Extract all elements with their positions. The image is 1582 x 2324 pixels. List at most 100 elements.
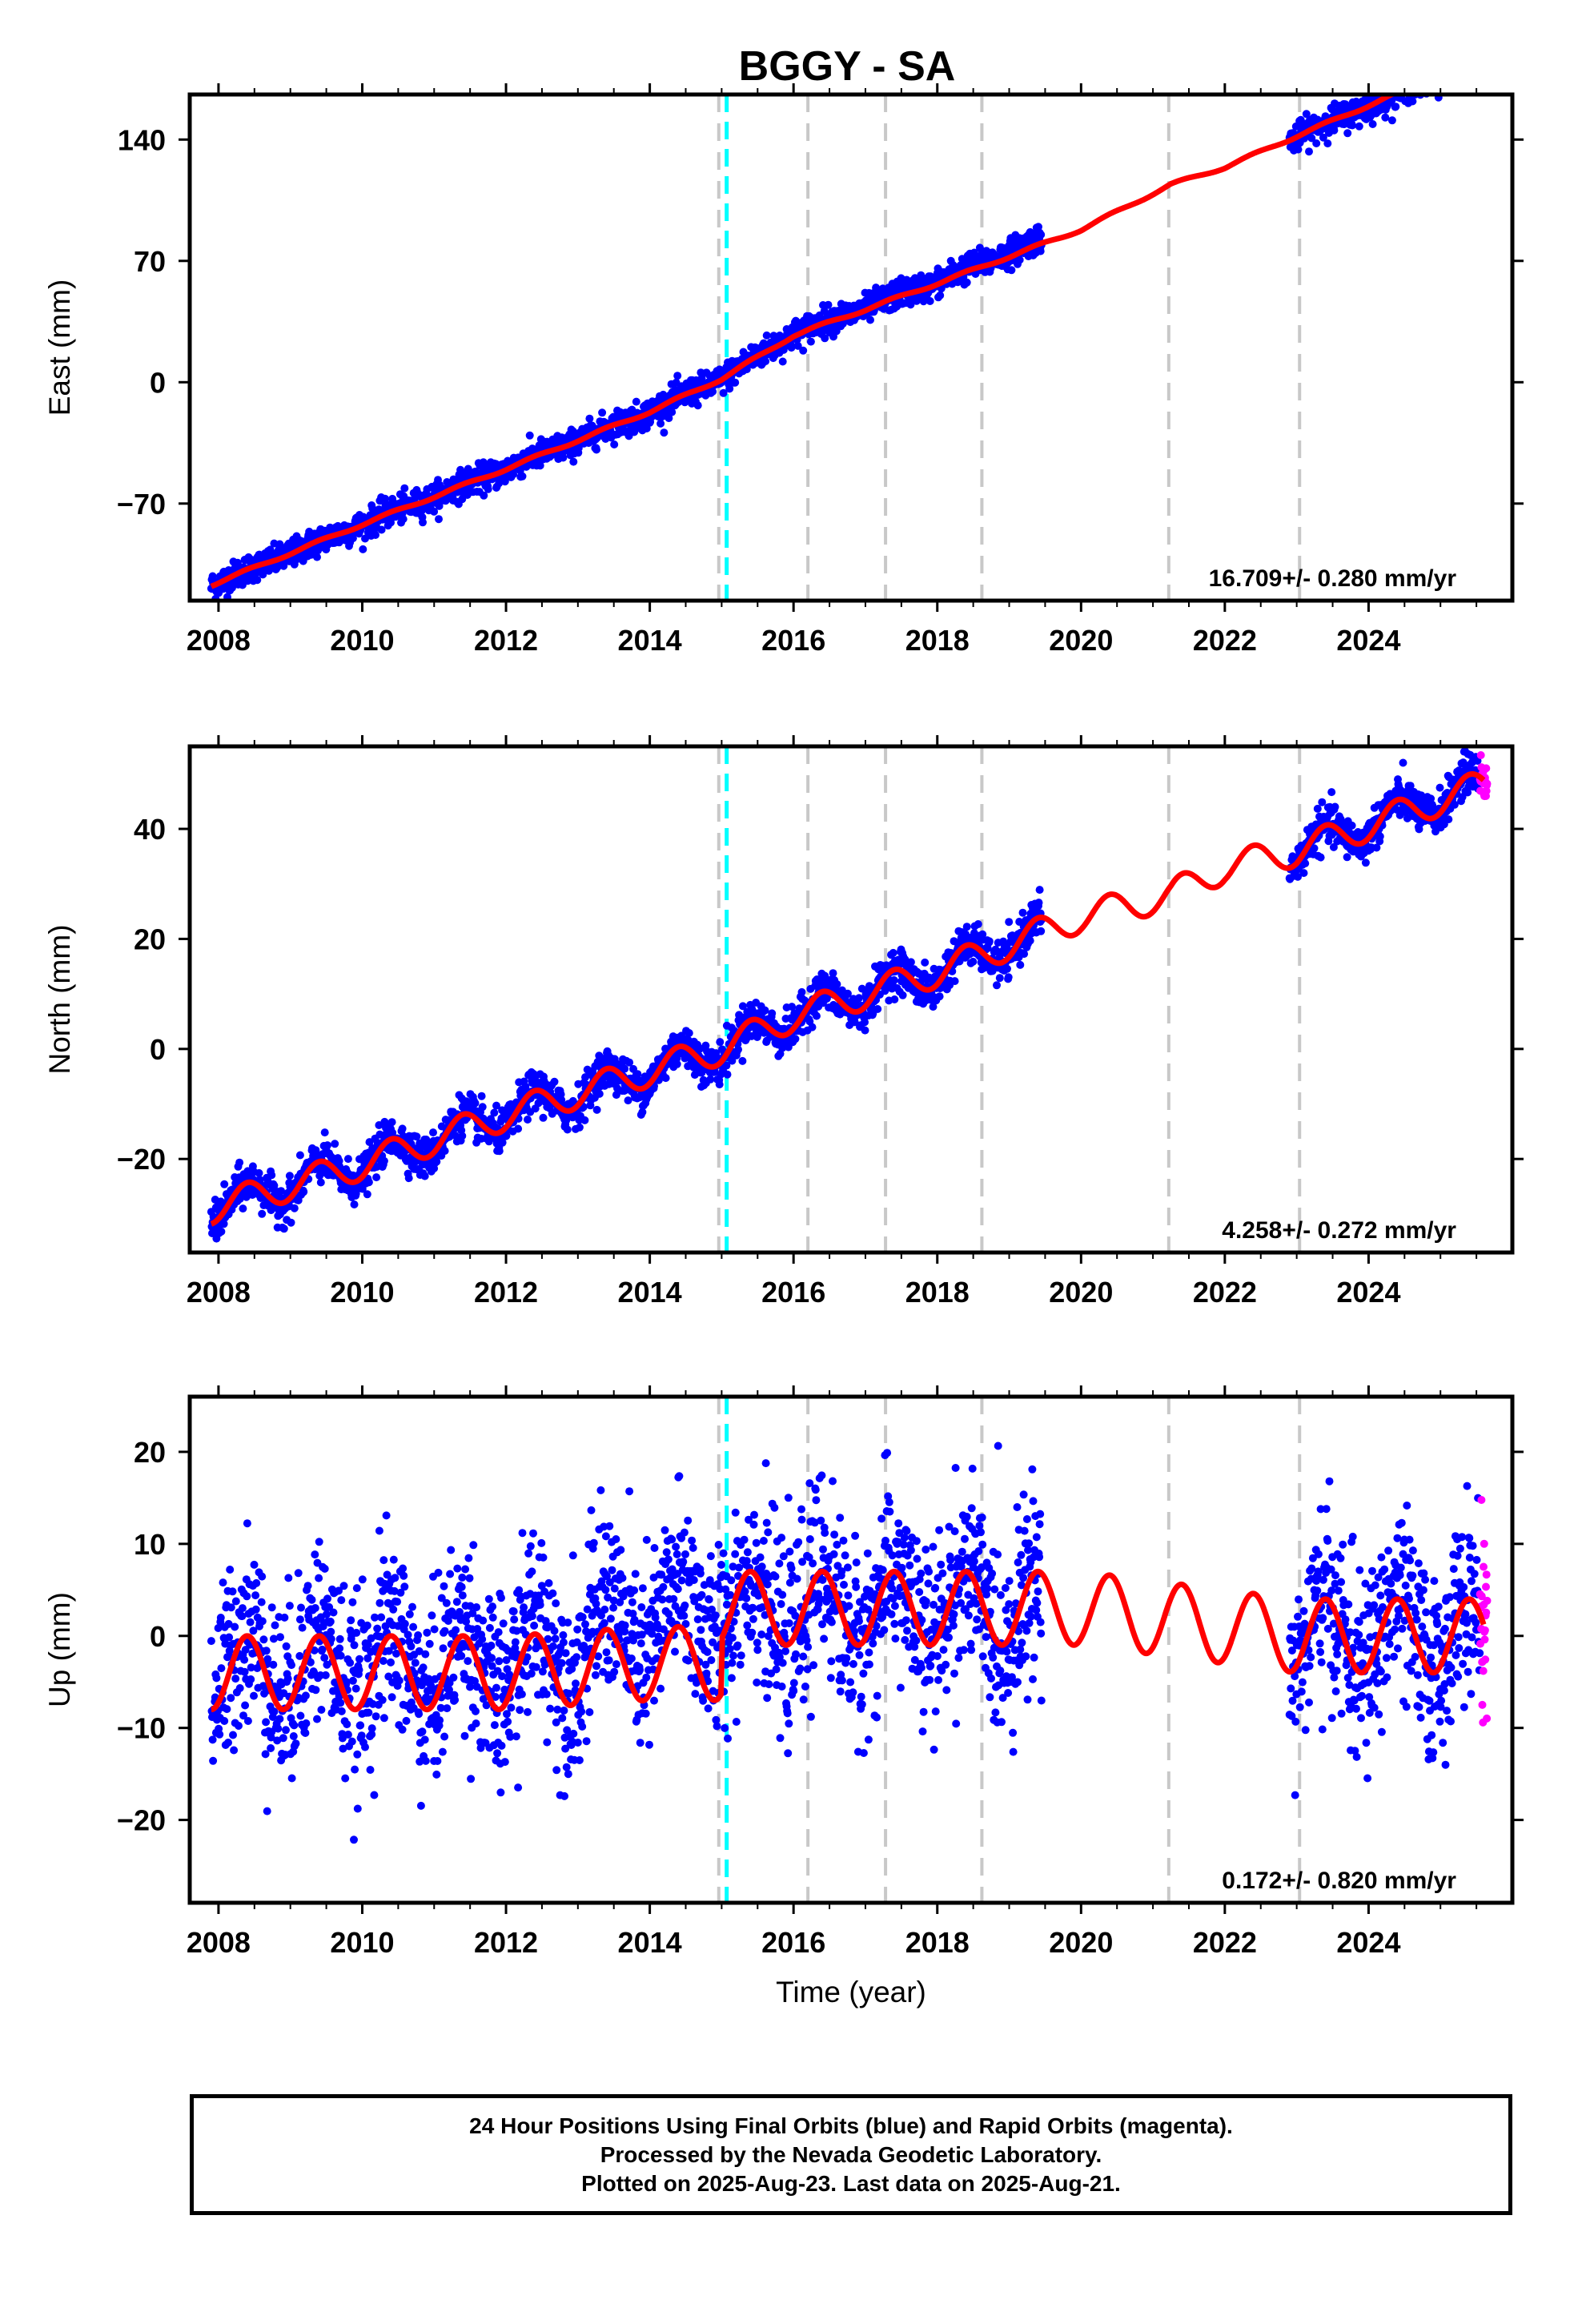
east-data-point xyxy=(559,453,568,462)
east-data-point xyxy=(1392,80,1400,88)
north-data-point xyxy=(352,1186,361,1195)
east-y-tick-label: 70 xyxy=(134,245,166,278)
east-data-point xyxy=(1432,72,1440,80)
east-rapid-point xyxy=(1480,58,1488,66)
north-data-point xyxy=(458,1132,467,1140)
east-data-point xyxy=(253,576,262,585)
north-data-point xyxy=(985,937,994,946)
east-data-point xyxy=(1446,74,1454,82)
north-data-point xyxy=(343,1155,352,1164)
north-data-point xyxy=(592,1105,601,1114)
north-data-point xyxy=(995,974,1004,983)
east-data-point xyxy=(1423,80,1431,88)
east-data-point xyxy=(1427,78,1435,86)
east-data-point xyxy=(1451,64,1459,72)
north-data-point xyxy=(855,994,863,1003)
east-data-point xyxy=(1431,84,1439,92)
east-data-point xyxy=(569,457,578,466)
east-data-point xyxy=(673,372,682,380)
east-data-point xyxy=(1422,84,1430,92)
north-data-point xyxy=(969,957,978,966)
east-data-point xyxy=(926,297,934,305)
east-data-point xyxy=(1470,57,1478,65)
east-data-point xyxy=(1455,53,1463,61)
east-data-point xyxy=(1448,76,1456,84)
east-data-point xyxy=(725,384,734,393)
east-data-point xyxy=(592,445,600,454)
north-data-point xyxy=(890,995,899,1003)
east-data-point xyxy=(1443,59,1452,67)
east-data-point xyxy=(1381,113,1390,122)
east-data-point xyxy=(1433,75,1441,83)
east-data-point xyxy=(1439,76,1447,84)
east-data-point xyxy=(598,408,607,417)
east-data-point xyxy=(1441,78,1449,86)
north-data-point xyxy=(277,1187,286,1196)
east-data-point xyxy=(1443,69,1451,77)
east-data-point xyxy=(1456,66,1464,74)
east-rapid-point xyxy=(1480,56,1488,64)
east-data-point xyxy=(1465,56,1473,64)
east-rapid-point xyxy=(1476,62,1484,70)
east-data-point xyxy=(1455,64,1463,72)
east-data-point xyxy=(1417,73,1425,81)
east-data-point xyxy=(1413,80,1421,88)
east-data-point xyxy=(1458,50,1466,58)
east-data-point xyxy=(259,570,267,579)
east-data-point xyxy=(1439,66,1447,74)
east-data-point xyxy=(419,518,427,527)
east-plot-area xyxy=(207,46,1490,601)
east-data-point xyxy=(1419,81,1427,89)
north-final-orbit-points xyxy=(207,746,1484,1243)
east-data-point xyxy=(1464,61,1472,69)
north-data-point xyxy=(1375,832,1384,841)
north-data-point xyxy=(404,1174,413,1183)
north-data-point xyxy=(1313,804,1322,813)
east-rapid-point xyxy=(1479,48,1487,56)
north-data-point xyxy=(550,1077,559,1086)
east-data-point xyxy=(1402,78,1410,86)
east-rapid-point xyxy=(1482,58,1490,66)
north-data-point xyxy=(372,1173,381,1182)
north-data-point xyxy=(270,1181,279,1190)
east-data-point xyxy=(1037,231,1046,239)
north-y-tick-label: −20 xyxy=(117,1143,166,1176)
east-data-point xyxy=(1418,69,1426,77)
north-data-point xyxy=(219,1220,228,1228)
east-data-point xyxy=(1410,82,1418,90)
east-y-tick-label: −70 xyxy=(117,488,166,521)
east-data-point xyxy=(1305,147,1313,156)
east-data-point xyxy=(1460,54,1468,62)
east-data-point xyxy=(1403,76,1411,84)
east-data-point xyxy=(1447,82,1455,90)
east-data-point xyxy=(1469,51,1477,59)
north-data-point xyxy=(1037,927,1046,935)
east-data-point xyxy=(1467,58,1475,66)
east-data-point xyxy=(500,477,509,486)
north-data-point xyxy=(993,981,1001,990)
east-data-point xyxy=(1417,72,1425,80)
east-data-point xyxy=(1460,46,1468,54)
north-panel: 2008 2010 2012 2014 2016 2018 2020 2022 2024−200… xyxy=(43,735,1524,1309)
east-model-fit-line xyxy=(209,94,1399,589)
east-data-point xyxy=(1452,68,1460,76)
north-x-tick-label: 2010 xyxy=(330,1276,394,1309)
north-data-point xyxy=(1004,973,1013,982)
east-data-point xyxy=(536,461,544,470)
east-data-point xyxy=(1452,62,1460,70)
east-x-tick-label: 2024 xyxy=(1336,624,1400,657)
north-data-point xyxy=(685,1029,693,1037)
east-data-point xyxy=(1407,78,1415,86)
east-data-point xyxy=(1415,73,1423,81)
north-data-point xyxy=(889,948,897,957)
east-data-point xyxy=(1426,80,1434,88)
east-data-point xyxy=(1459,56,1467,64)
up-plot-area xyxy=(207,1397,1492,1903)
east-data-point xyxy=(1390,79,1398,87)
north-data-point xyxy=(921,958,930,967)
east-data-point xyxy=(1473,58,1481,66)
east-data-point xyxy=(1414,70,1422,78)
east-data-point xyxy=(1428,72,1436,80)
east-data-point xyxy=(1330,126,1339,135)
north-x-tick-label: 2024 xyxy=(1336,1276,1400,1309)
